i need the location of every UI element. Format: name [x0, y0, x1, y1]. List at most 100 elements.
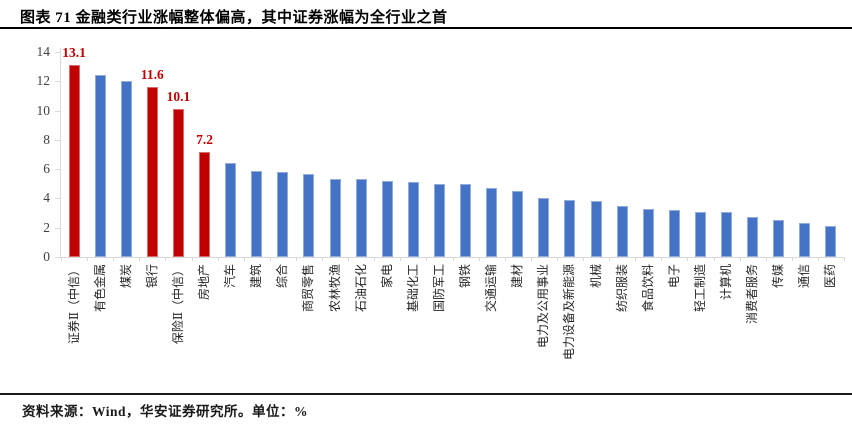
- x-axis-label-text: 纺织服装: [614, 264, 629, 313]
- x-axis-tick-mark: [844, 258, 845, 261]
- y-axis-tick-label: 0: [43, 249, 50, 264]
- x-axis-tick-mark: [661, 258, 663, 261]
- y-axis-tick-label: 14: [36, 44, 51, 59]
- value-label: 10.1: [166, 89, 191, 105]
- x-axis-label: 消费者服务: [745, 264, 760, 324]
- y-axis-tick-mark: [55, 110, 60, 112]
- x-axis-label-text: 商贸零售: [301, 264, 316, 313]
- x-axis-label-text: 钢铁: [458, 264, 473, 289]
- x-axis-label-text: 医药: [823, 264, 838, 289]
- x-axis-label: 电力及公用事业: [536, 264, 551, 348]
- x-axis-label-text: 煤炭: [118, 264, 133, 289]
- x-axis-label-text: 保险Ⅱ（中信）: [170, 264, 185, 345]
- bar: [590, 201, 602, 257]
- x-axis: [60, 257, 845, 258]
- x-axis-label-text: 轻工制造: [692, 264, 707, 313]
- x-axis-tick-mark: [504, 258, 506, 261]
- bar: [355, 179, 367, 257]
- x-axis-label-text: 电力设备及新能源: [562, 264, 577, 361]
- x-axis-label-text: 电力及公用事业: [536, 264, 551, 349]
- value-label: 13.1: [62, 45, 86, 61]
- x-axis-label: 保险Ⅱ（中信）: [171, 264, 186, 344]
- y-axis-tick-mark: [55, 139, 60, 141]
- bar: [668, 210, 680, 257]
- bar: [381, 180, 393, 257]
- bar: [747, 217, 759, 257]
- x-axis-tick-mark: [478, 258, 480, 261]
- x-axis-tick-mark: [374, 258, 376, 261]
- x-axis-tick-mark: [269, 258, 271, 261]
- x-axis-label: 石油石化: [354, 264, 369, 312]
- x-axis-tick-mark: [113, 258, 115, 261]
- x-axis-label-text: 有色金属: [92, 264, 107, 313]
- x-axis-label: 商贸零售: [301, 264, 316, 312]
- y-axis-tick-label: 10: [36, 102, 51, 118]
- x-axis-label: 房地产: [197, 264, 212, 300]
- bar: [199, 151, 211, 257]
- x-axis-label-text: 证券Ⅱ（中信）: [66, 264, 81, 345]
- x-axis-tick-mark: [400, 258, 402, 261]
- x-axis-tick-mark: [609, 258, 611, 261]
- x-axis-tick-mark: [322, 258, 323, 261]
- x-axis-label: 汽车: [223, 264, 238, 288]
- x-axis-label-text: 传媒: [771, 264, 786, 289]
- x-axis-label: 计算机: [719, 264, 734, 300]
- x-axis-label-text: 国防军工: [431, 264, 446, 313]
- bar: [460, 183, 472, 257]
- x-axis-label-text: 食品饮料: [640, 264, 655, 313]
- bar: [721, 211, 733, 257]
- bar: [68, 65, 80, 257]
- bar: [642, 208, 654, 257]
- x-axis-label-text: 交通运输: [484, 264, 499, 313]
- x-axis-label: 钢铁: [458, 264, 473, 288]
- x-axis-label: 有色金属: [93, 264, 108, 312]
- x-axis-tick-mark: [165, 258, 167, 261]
- source-note: 资料来源：Wind，华安证券研究所。单位：%: [22, 404, 309, 419]
- x-axis-tick-mark: [217, 258, 219, 261]
- bar: [564, 199, 576, 257]
- bar: [512, 191, 524, 257]
- x-axis-tick-mark: [243, 258, 245, 261]
- bar: [694, 211, 706, 257]
- x-axis-label: 电力设备及新能源: [562, 264, 577, 360]
- x-axis-tick-mark: [61, 258, 62, 261]
- bar: [329, 179, 341, 257]
- x-axis-label-text: 石油石化: [353, 264, 368, 313]
- x-axis-tick-mark: [687, 258, 689, 261]
- x-axis-tick-mark: [348, 258, 350, 261]
- y-axis-tick-label: 2: [43, 219, 50, 235]
- x-axis-label: 银行: [145, 264, 160, 288]
- x-axis-label: 电子: [667, 264, 682, 288]
- x-axis-label-text: 消费者服务: [745, 264, 760, 325]
- y-axis-tick-mark: [55, 227, 60, 229]
- bar: [799, 223, 811, 257]
- x-axis-label: 农林牧渔: [328, 264, 343, 312]
- x-axis-label-text: 建筑: [249, 264, 264, 289]
- x-axis-label: 家电: [380, 264, 395, 288]
- y-axis: [60, 48, 61, 258]
- bar: [94, 75, 106, 257]
- x-axis-tick-mark: [765, 258, 767, 261]
- bar-chart: 0 2 4 6 8 10 12 14 13.1 证券Ⅱ（中信） 有色金属 煤炭 11.6 银行 10.1 保险…: [0, 32, 852, 392]
- value-label: 11.6: [140, 67, 164, 83]
- y-axis-tick-label: 12: [36, 73, 51, 89]
- x-axis-tick-mark: [713, 258, 715, 261]
- y-axis-tick-mark: [55, 257, 60, 258]
- x-axis-label-text: 农林牧渔: [327, 264, 342, 313]
- bar: [172, 109, 184, 257]
- bar: [486, 188, 498, 257]
- y-axis-tick-mark: [55, 169, 60, 171]
- bar: [120, 81, 132, 257]
- bar: [773, 220, 785, 257]
- y-axis-tick-mark: [55, 52, 60, 53]
- x-axis-label: 国防军工: [432, 264, 447, 312]
- x-axis-label-text: 基础化工: [405, 264, 420, 313]
- bar: [433, 183, 445, 257]
- x-axis-label-text: 电子: [666, 264, 681, 289]
- y-axis-tick-mark: [55, 81, 60, 83]
- x-axis-label-text: 房地产: [197, 264, 212, 301]
- x-axis-label-text: 计算机: [719, 264, 734, 301]
- value-label: 7.2: [196, 131, 213, 147]
- x-axis-label-text: 综合: [275, 264, 290, 289]
- x-axis-label: 煤炭: [119, 264, 134, 288]
